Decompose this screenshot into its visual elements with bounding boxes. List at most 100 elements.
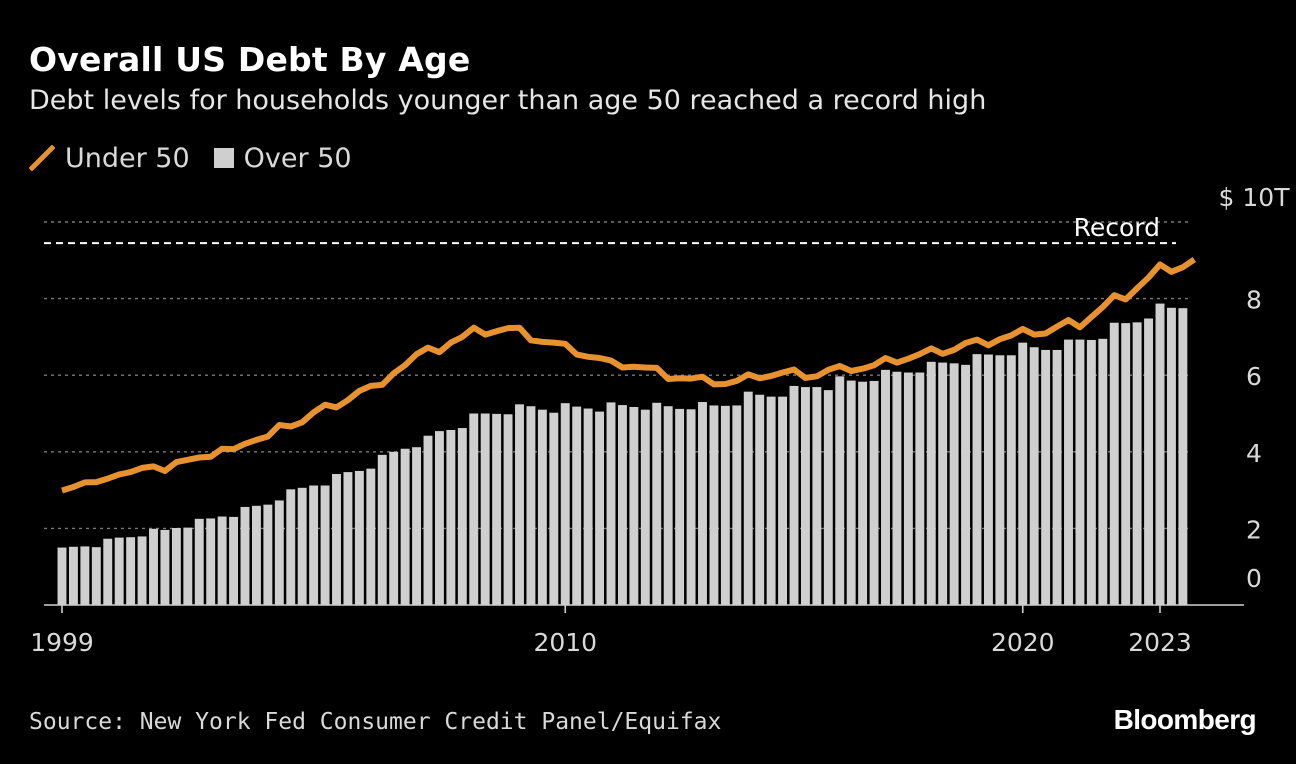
bar-over-50 — [457, 428, 467, 605]
bar-over-50 — [583, 408, 593, 605]
bar-over-50 — [149, 528, 158, 605]
bar-over-50 — [80, 546, 90, 605]
bar-over-50 — [972, 354, 982, 605]
bar-over-50 — [114, 537, 124, 605]
bar-over-50 — [858, 381, 868, 605]
bar-over-50 — [183, 527, 193, 605]
bar-over-50 — [492, 413, 502, 605]
grid-layer — [44, 221, 1190, 530]
bar-over-50 — [629, 406, 639, 605]
bar-over-50 — [686, 409, 696, 605]
bar-over-50 — [229, 516, 239, 605]
bar-over-50 — [1006, 355, 1016, 605]
bar-over-50 — [1086, 339, 1096, 605]
bar-over-50 — [949, 363, 959, 605]
bar-over-50 — [1064, 339, 1073, 605]
bar-over-50 — [446, 429, 456, 605]
bar-over-50 — [1144, 318, 1154, 605]
bar-over-50 — [617, 405, 627, 605]
bar-over-50 — [389, 451, 399, 605]
bar-over-50 — [263, 504, 273, 605]
bar-over-50 — [732, 405, 742, 605]
bar-over-50 — [423, 435, 433, 605]
x-tick-label: 2020 — [991, 628, 1055, 657]
bar-over-50 — [240, 506, 250, 605]
bar-over-50 — [251, 505, 261, 605]
bar-over-50 — [171, 528, 181, 605]
bar-over-50 — [160, 529, 170, 605]
bar-over-50 — [572, 406, 582, 605]
bar-over-50 — [1018, 342, 1028, 605]
bar-over-50 — [400, 448, 410, 605]
bar-over-50 — [377, 454, 387, 605]
bar-over-50 — [194, 518, 204, 605]
bar-over-50 — [366, 468, 376, 605]
source-note: Source: New York Fed Consumer Credit Pan… — [29, 709, 722, 735]
bar-over-50 — [663, 406, 673, 605]
bar-over-50 — [606, 402, 616, 605]
bar-over-50 — [206, 518, 216, 605]
legend-label-over-50: Over 50 — [243, 142, 352, 174]
bar-over-50 — [480, 413, 490, 605]
record-label: Record — [1074, 213, 1160, 242]
y-tick-label: 6 — [1246, 362, 1262, 391]
y-tick-label: 8 — [1246, 286, 1262, 315]
bar-over-50 — [68, 546, 78, 605]
bar-over-50 — [412, 447, 422, 605]
bar-over-50 — [812, 387, 822, 605]
bar-over-50 — [903, 372, 913, 605]
x-tick-label: 2010 — [533, 628, 597, 657]
line-layer — [61, 257, 1196, 494]
y-tick-label: 2 — [1246, 515, 1262, 544]
bar-over-50 — [938, 362, 948, 605]
bar-over-50 — [332, 474, 341, 605]
brand-logo: Bloomberg — [1113, 704, 1257, 735]
axis-layer: 0 2 4 6 8 $ 10T 1999 2010 2020 2023 — [30, 183, 1290, 657]
bar-over-50 — [720, 405, 730, 605]
bar-over-50 — [91, 547, 101, 605]
bar-over-50 — [983, 354, 993, 605]
bar-over-50 — [286, 489, 296, 605]
bar-over-50 — [320, 485, 330, 605]
bar-over-50 — [469, 413, 479, 605]
legend-label-under-50: Under 50 — [65, 142, 190, 174]
bar-over-50 — [126, 537, 136, 605]
x-tick-label: 1999 — [30, 628, 94, 657]
bar-over-50 — [881, 369, 890, 605]
bar-over-50 — [503, 414, 513, 605]
bar-over-50 — [869, 380, 879, 605]
bar-over-50 — [595, 411, 605, 605]
bar-over-50 — [343, 472, 353, 605]
bar-over-50 — [800, 387, 810, 605]
bar-over-50 — [354, 470, 364, 605]
bar-over-50 — [961, 364, 971, 605]
line-under-50 — [61, 257, 1196, 494]
bar-over-50 — [823, 390, 833, 605]
bar-over-50 — [778, 396, 788, 605]
y-tick-label: 0 — [1246, 564, 1262, 593]
legend-item-over-50: Over 50 — [213, 142, 352, 174]
bars-layer — [57, 303, 1188, 605]
bar-over-50 — [309, 485, 319, 605]
bar-over-50 — [709, 405, 719, 605]
chart-title: Overall US Debt By Age — [29, 40, 471, 79]
bar-over-50 — [789, 385, 799, 605]
bar-over-50 — [297, 487, 307, 605]
orange-line-icon — [29, 145, 55, 171]
bar-over-50 — [1121, 323, 1131, 605]
chart-subtitle: Debt levels for households younger than … — [29, 85, 987, 116]
bar-over-50 — [1166, 307, 1176, 605]
bar-over-50 — [1132, 322, 1142, 605]
bar-over-50 — [926, 361, 936, 605]
bar-over-50 — [1098, 338, 1108, 605]
bar-over-50 — [217, 516, 227, 605]
bar-over-50 — [537, 409, 547, 605]
y-tick-label: $ 10T — [1219, 183, 1291, 212]
bar-over-50 — [995, 355, 1005, 605]
bar-over-50 — [640, 409, 650, 605]
bar-over-50 — [755, 394, 765, 605]
bar-over-50 — [766, 396, 776, 605]
record-layer: Record — [44, 213, 1176, 245]
bar-over-50 — [915, 372, 925, 605]
